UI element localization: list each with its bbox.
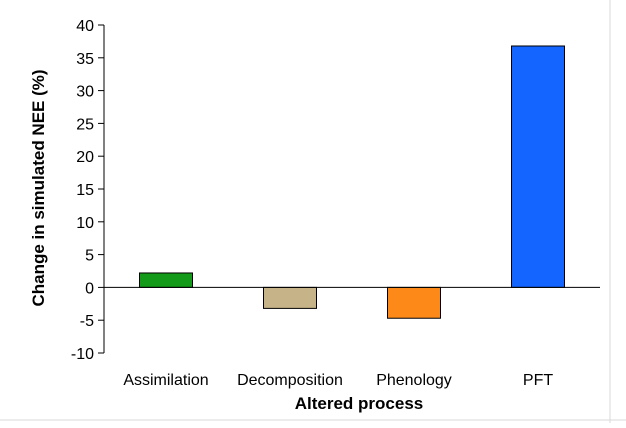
y-tick-label: -5 bbox=[80, 313, 94, 330]
y-tick-label: 5 bbox=[85, 248, 94, 265]
x-tick-label: Assimilation bbox=[123, 372, 208, 389]
bar-phenology bbox=[387, 286, 441, 319]
x-axis-title: Altered process bbox=[295, 394, 424, 413]
y-tick-label: 30 bbox=[76, 84, 94, 101]
y-tick-label: 15 bbox=[76, 182, 94, 199]
y-tick-label: -10 bbox=[71, 346, 94, 363]
y-tick-label: 20 bbox=[76, 149, 94, 166]
y-tick-label: 40 bbox=[76, 18, 94, 35]
bars bbox=[139, 45, 565, 319]
bar-pft bbox=[511, 45, 565, 288]
y-tick-label: 25 bbox=[76, 116, 94, 133]
x-tick-label: Phenology bbox=[376, 372, 452, 389]
x-tick-label: Decomposition bbox=[237, 372, 343, 389]
y-tick-label: 35 bbox=[76, 51, 94, 68]
y-axis-title: Change in simulated NEE (%) bbox=[29, 69, 48, 306]
x-axis-tick-labels: Assimilation Decomposition Phenology PFT bbox=[123, 372, 553, 389]
x-tick-label: PFT bbox=[523, 372, 553, 389]
y-tick-label: 10 bbox=[76, 215, 94, 232]
bar-decomposition bbox=[263, 286, 317, 309]
y-axis-ticks: -10 -5 0 5 10 15 20 25 30 35 40 bbox=[71, 18, 104, 363]
bar-assimilation bbox=[139, 272, 193, 288]
y-tick-label: 0 bbox=[85, 280, 94, 297]
